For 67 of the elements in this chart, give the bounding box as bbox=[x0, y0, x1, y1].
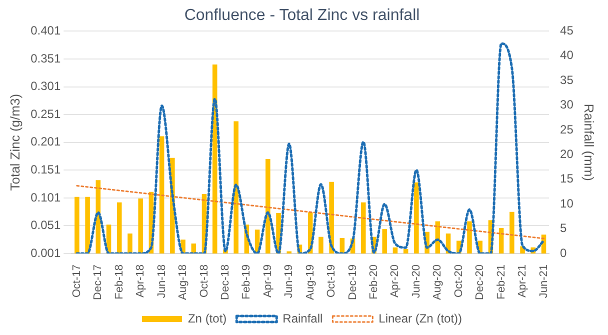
y2-tick-label: 30 bbox=[560, 98, 574, 112]
y-tick-label: 0.101 bbox=[30, 190, 61, 204]
x-tick-label: Jun-19 bbox=[283, 264, 296, 298]
x-tick-label: Feb-21 bbox=[495, 264, 508, 300]
x-tick-label: Aug-19 bbox=[304, 264, 316, 300]
bar bbox=[510, 212, 514, 254]
y2-tick-label: 0 bbox=[560, 246, 568, 260]
bar bbox=[74, 196, 80, 254]
x-tick-label: Feb-19 bbox=[240, 264, 253, 300]
x-tick-label: Jun-20 bbox=[410, 264, 422, 298]
y-tick-label: 0.401 bbox=[30, 24, 61, 38]
y-tick-label: 0.001 bbox=[30, 246, 61, 260]
y2-tick-label: 15 bbox=[560, 172, 574, 186]
bar bbox=[318, 236, 324, 254]
bar bbox=[403, 249, 408, 254]
x-tick-label: Dec-17 bbox=[92, 264, 104, 300]
legend-label: Rainfall bbox=[282, 311, 323, 326]
y2-axis-title: Rainfall (mm) bbox=[582, 104, 597, 182]
y2-tick-label: 25 bbox=[560, 122, 574, 136]
y2-tick-label: 40 bbox=[560, 48, 574, 62]
y-tick-label: 0.301 bbox=[30, 79, 61, 94]
x-tick-label: Aug-20 bbox=[432, 264, 444, 300]
bar bbox=[266, 159, 270, 254]
x-tick-label: Feb-18 bbox=[113, 264, 126, 300]
x-tick-label: Oct-18 bbox=[198, 264, 210, 298]
bar bbox=[392, 247, 398, 254]
x-tick-label: Dec-18 bbox=[219, 264, 232, 300]
y-tick-label: 0.201 bbox=[30, 134, 61, 149]
y-tick-label: 0.351 bbox=[30, 51, 61, 66]
x-tick-label: Apr-18 bbox=[134, 264, 147, 298]
y-axis-title: Total Zinc (g/m3) bbox=[7, 94, 22, 191]
bar bbox=[138, 198, 143, 254]
x-tick-label: Feb-20 bbox=[368, 264, 380, 300]
y2-tick-label: 5 bbox=[560, 221, 568, 236]
line-series bbox=[76, 42, 545, 254]
bar bbox=[382, 229, 387, 254]
x-tick-label: Apr-21 bbox=[516, 264, 529, 298]
bar bbox=[414, 182, 419, 254]
bar bbox=[116, 202, 122, 254]
bar bbox=[498, 228, 504, 254]
bar bbox=[128, 234, 132, 254]
x-tick-label: Aug-18 bbox=[177, 264, 190, 300]
x-tick-label: Dec-19 bbox=[346, 264, 359, 300]
bar bbox=[85, 196, 90, 254]
legend-label: Linear (Zn (tot)) bbox=[378, 311, 462, 326]
y2-tick-label: 45 bbox=[560, 24, 574, 38]
x-tick-label: Jun-21 bbox=[538, 264, 550, 298]
y2-tick-label: 10 bbox=[560, 196, 574, 210]
bar bbox=[234, 121, 238, 254]
bar bbox=[467, 221, 472, 254]
y-tick-label: 0.251 bbox=[30, 106, 61, 121]
y-tick-label: 0.151 bbox=[30, 162, 61, 176]
x-tick-label: Oct-20 bbox=[452, 264, 465, 298]
y2-tick-label: 35 bbox=[560, 72, 574, 87]
legend-label: Zn (tot) bbox=[188, 311, 227, 326]
x-tick-label: Apr-19 bbox=[262, 264, 274, 298]
y2-tick-label: 20 bbox=[560, 147, 574, 162]
x-tick-label: Oct-19 bbox=[326, 264, 338, 298]
x-tick-label: Oct-17 bbox=[70, 264, 83, 298]
chart-title: Confluence - Total Zinc vs rainfall bbox=[184, 7, 420, 24]
bar bbox=[159, 136, 164, 254]
x-tick-label: Jun-18 bbox=[156, 264, 168, 298]
bar bbox=[286, 251, 292, 254]
x-tick-label: Apr-20 bbox=[389, 264, 402, 298]
x-tick-label: Dec-20 bbox=[474, 264, 486, 300]
bar bbox=[361, 202, 366, 254]
y-tick-label: 0.051 bbox=[30, 218, 61, 232]
